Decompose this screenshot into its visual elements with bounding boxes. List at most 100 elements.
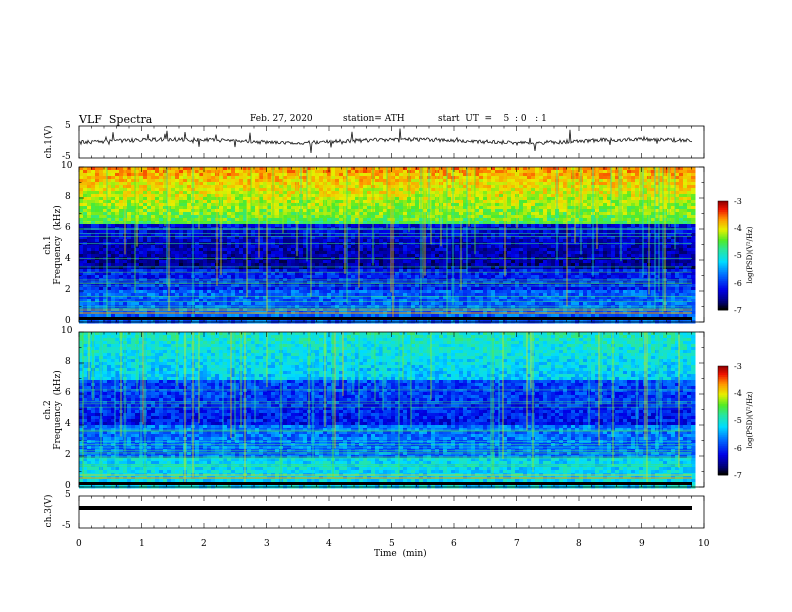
spec-cell [335, 254, 340, 258]
spec-cell [111, 206, 116, 210]
spec-cell [183, 251, 188, 255]
spec-cell [559, 245, 564, 249]
spec-cell [87, 197, 92, 201]
spec-cell [227, 197, 232, 201]
spec-cell [115, 239, 120, 243]
spec-cell [147, 215, 152, 219]
spec-cell [507, 251, 512, 255]
spec-cell [367, 179, 372, 183]
spec-cell [539, 215, 544, 219]
spec-cell [139, 263, 144, 267]
spec-cell [315, 200, 320, 204]
spec-cell [675, 173, 680, 177]
spec-cell [599, 167, 604, 171]
spec-cell [635, 194, 640, 198]
spec-cell [531, 170, 536, 174]
spec-cell [395, 191, 400, 195]
spec-cell [535, 224, 540, 228]
spec-cell [547, 215, 552, 219]
spec-cell [603, 248, 608, 252]
spec-cell [551, 206, 556, 210]
spec-cell [187, 197, 192, 201]
spec-cell [311, 173, 316, 177]
spec-cell [347, 215, 352, 219]
spec-cell [207, 206, 212, 210]
spec-cell [351, 203, 356, 207]
spec-cell [399, 254, 404, 258]
spec-cell [279, 167, 284, 171]
spec-cell [379, 185, 384, 189]
spec-cell [399, 245, 404, 249]
spec-cell [91, 239, 96, 243]
spec-cell [551, 170, 556, 174]
spec-cell [319, 167, 324, 171]
spec-cell [603, 254, 608, 258]
spec-cell [183, 212, 188, 216]
spec-cell [159, 239, 164, 243]
spec-cell [583, 224, 588, 228]
spec-cell [327, 212, 332, 216]
spec-cell [627, 242, 632, 246]
spec-cell [575, 248, 580, 252]
spec-cell [91, 230, 96, 234]
spec-cell [495, 212, 500, 216]
spec-cell [131, 170, 136, 174]
spec-cell [595, 254, 600, 258]
spec-cell [679, 218, 684, 222]
spec-cell [627, 257, 632, 261]
spec-cell [691, 167, 696, 171]
spec-cell [523, 194, 528, 198]
spec-cell [235, 242, 240, 246]
spec-cell [567, 182, 572, 186]
spec-cell [659, 197, 664, 201]
spec-cell [339, 230, 344, 234]
spec-cell [455, 251, 460, 255]
spec-cell [539, 185, 544, 189]
spec-cell [411, 224, 416, 228]
spec-cell [643, 188, 648, 192]
spec-cell [143, 257, 148, 261]
spec-cell [403, 254, 408, 258]
spec-cell [671, 170, 676, 174]
spec-cell [559, 176, 564, 180]
spec-cell [567, 188, 572, 192]
spec-cell [563, 191, 568, 195]
spec-cell [659, 191, 664, 195]
spec-cell [175, 188, 180, 192]
spec-cell [175, 254, 180, 258]
spec-cell [567, 257, 572, 261]
spec-cell [239, 203, 244, 207]
spec-cell [527, 197, 532, 201]
spec-cell [87, 230, 92, 234]
spec-cell [287, 224, 292, 228]
spec-cell [263, 167, 268, 171]
spec-cell [375, 191, 380, 195]
spec-cell [635, 185, 640, 189]
spec-cell [599, 191, 604, 195]
spec-cell [375, 245, 380, 249]
spec-cell [615, 251, 620, 255]
spec-cell [139, 203, 144, 207]
spec-cell [267, 191, 272, 195]
spec-cell [691, 215, 696, 219]
spec-cell [83, 194, 88, 198]
spec-cell [679, 224, 684, 228]
spec-cell [179, 215, 184, 219]
spec-cell [403, 206, 408, 210]
spec-cell [99, 218, 104, 222]
spec-cell [91, 224, 96, 228]
spec-cell [383, 194, 388, 198]
spec-cell [279, 173, 284, 177]
spec-cell [203, 254, 208, 258]
spec-cell [559, 191, 564, 195]
spec-cell [603, 176, 608, 180]
spec-cell [643, 251, 648, 255]
spec-cell [443, 182, 448, 186]
spec-cell [527, 257, 532, 261]
spec-cell [563, 182, 568, 186]
spec-cell [379, 254, 384, 258]
spec-cell [443, 173, 448, 177]
spec-cell [287, 170, 292, 174]
spec-cell [91, 251, 96, 255]
spec-cell [611, 260, 616, 264]
